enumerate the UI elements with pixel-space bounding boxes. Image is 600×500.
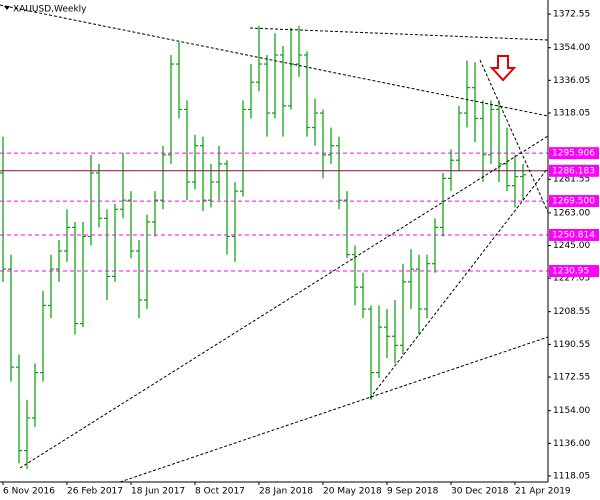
- x-tick-label: 28 Jan 2018: [259, 487, 313, 497]
- trendline: [119, 336, 549, 483]
- plot-area: [0, 0, 548, 482]
- y-tick-label: 1227.05: [553, 274, 590, 284]
- level-label: 1295.906: [552, 149, 595, 159]
- trendline: [19, 135, 549, 469]
- level-label: 1286.183: [552, 166, 595, 176]
- chart-title: XAUUSD,Weekly: [13, 5, 87, 15]
- x-tick-label: 21 Apr 2019: [515, 487, 571, 497]
- trendline: [369, 167, 549, 399]
- y-tick-label: 1245.00: [553, 241, 590, 251]
- x-tick-label: 18 Jun 2017: [131, 487, 185, 497]
- trendlines: [0, 4, 549, 483]
- x-tick-label: 26 Feb 2017: [67, 487, 123, 497]
- trendline: [0, 4, 549, 117]
- x-tick-label: 8 Oct 2017: [195, 487, 245, 497]
- level-label: 1230.95: [552, 267, 589, 277]
- level-label-box: [549, 265, 599, 278]
- trendline: [479, 59, 549, 213]
- y-tick-label: 1136.00: [553, 439, 590, 449]
- chart-body: [0, 25, 548, 469]
- y-tick-label: 1118.05: [553, 471, 590, 481]
- x-tick-label: 6 Nov 2016: [3, 487, 55, 497]
- title-icon: [4, 6, 10, 10]
- level-label-box: [549, 164, 599, 177]
- arrow-marker: [489, 55, 517, 82]
- level-label: 1269.500: [552, 197, 595, 207]
- level-label-box: [549, 228, 599, 241]
- y-tick-label: 1372.55: [553, 10, 590, 20]
- x-tick-label: 20 May 2018: [323, 487, 382, 497]
- y-tick-label: 1318.05: [553, 108, 590, 118]
- x-tick-label: 9 Sep 2018: [387, 487, 439, 497]
- y-tick-label: 1354.00: [553, 43, 590, 53]
- y-tick-label: 1154.00: [553, 406, 590, 416]
- y-tick-label: 1281.55: [553, 175, 590, 185]
- x-tick-label: 30 Dec 2018: [451, 487, 509, 497]
- y-tick-label: 1336.05: [553, 76, 590, 86]
- level-label: 1250.814: [552, 230, 595, 240]
- level-label-box: [549, 147, 599, 160]
- y-tick-label: 1208.55: [553, 307, 590, 317]
- level-label-box: [549, 195, 599, 208]
- y-tick-label: 1172.55: [553, 373, 590, 383]
- y-tick-label: 1263.00: [553, 208, 590, 218]
- y-tick-label: 1190.55: [553, 340, 590, 350]
